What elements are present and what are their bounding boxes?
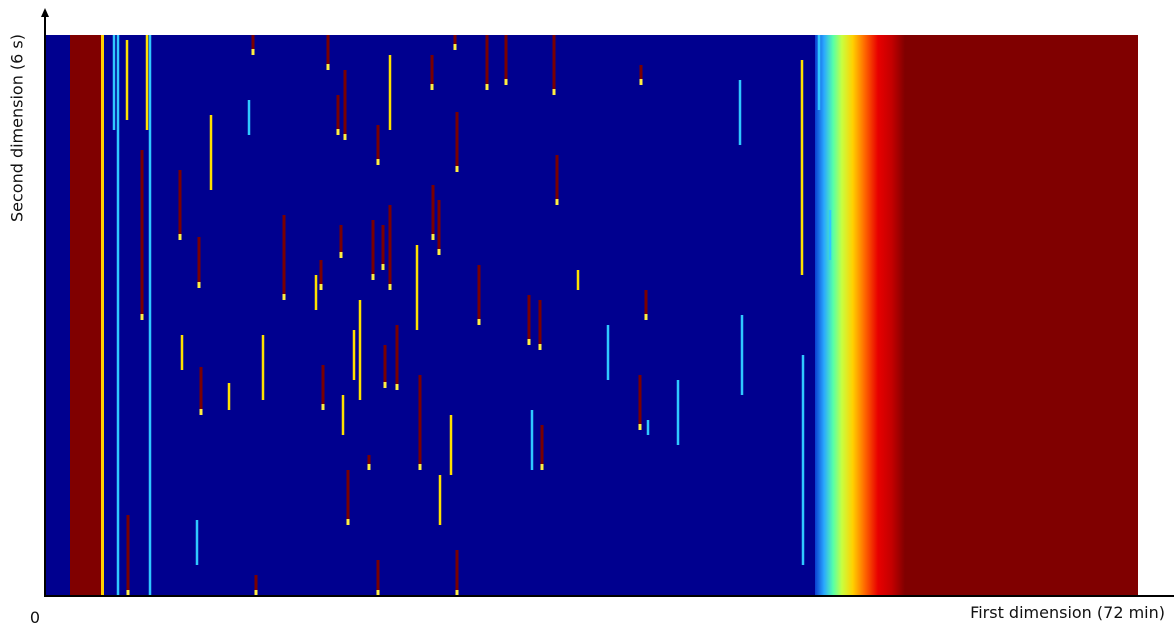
late-band (905, 35, 1138, 596)
origin-label: 0 (30, 608, 40, 626)
band-edge (101, 35, 104, 596)
x-axis-label: First dimension (72 min) (970, 603, 1165, 622)
elution-front (815, 35, 905, 596)
solvent-band (70, 35, 103, 596)
y-axis-label: Second dimension (6 s) (8, 34, 27, 222)
y-axis-arrow (41, 8, 49, 17)
heatmap (45, 35, 1138, 596)
